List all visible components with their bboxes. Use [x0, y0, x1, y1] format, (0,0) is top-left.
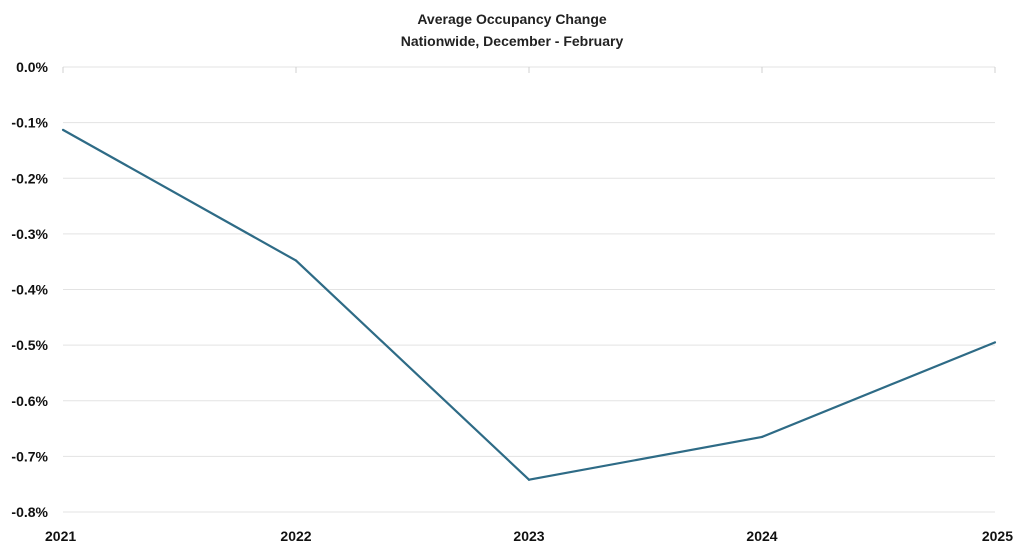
y-tick-label-1: -0.1% [11, 115, 48, 131]
x-tick-label-2022: 2022 [280, 528, 311, 544]
y-tick-labels: 0.0% -0.1% -0.2% -0.3% -0.4% -0.5% -0.6% -0.7% -… [11, 59, 48, 520]
x-tick-label-2025: 2025 [982, 528, 1013, 544]
y-tick-label-6: -0.6% [11, 393, 48, 409]
y-tick-label-0: 0.0% [16, 59, 48, 75]
data-point-2021 [61, 128, 65, 131]
data-point-2025 [993, 341, 997, 344]
x-tick-label-2023: 2023 [513, 528, 544, 544]
y-tick-label-7: -0.7% [11, 448, 48, 464]
data-point-2024 [760, 435, 764, 439]
y-tick-label-8: -0.8% [11, 504, 48, 520]
y-tick-label-5: -0.5% [11, 337, 48, 353]
x-tick-marks [62, 67, 996, 73]
chart-subtitle: Nationwide, December - February [401, 33, 624, 49]
grid-lines [63, 66, 995, 513]
x-tick-label-2021: 2021 [45, 528, 76, 544]
y-tick-label-4: -0.4% [11, 282, 48, 298]
series-layer [61, 128, 997, 481]
data-point-2022 [294, 259, 298, 262]
data-point-2023 [527, 478, 531, 481]
x-tick-labels: 2021 2022 2023 2024 2025 [45, 528, 1013, 544]
y-tick-label-3: -0.3% [11, 226, 48, 242]
x-tick-label-2024: 2024 [746, 528, 777, 544]
series-line-0 [62, 128, 996, 481]
chart-title: Average Occupancy Change [417, 11, 607, 27]
y-tick-label-2: -0.2% [11, 170, 48, 186]
